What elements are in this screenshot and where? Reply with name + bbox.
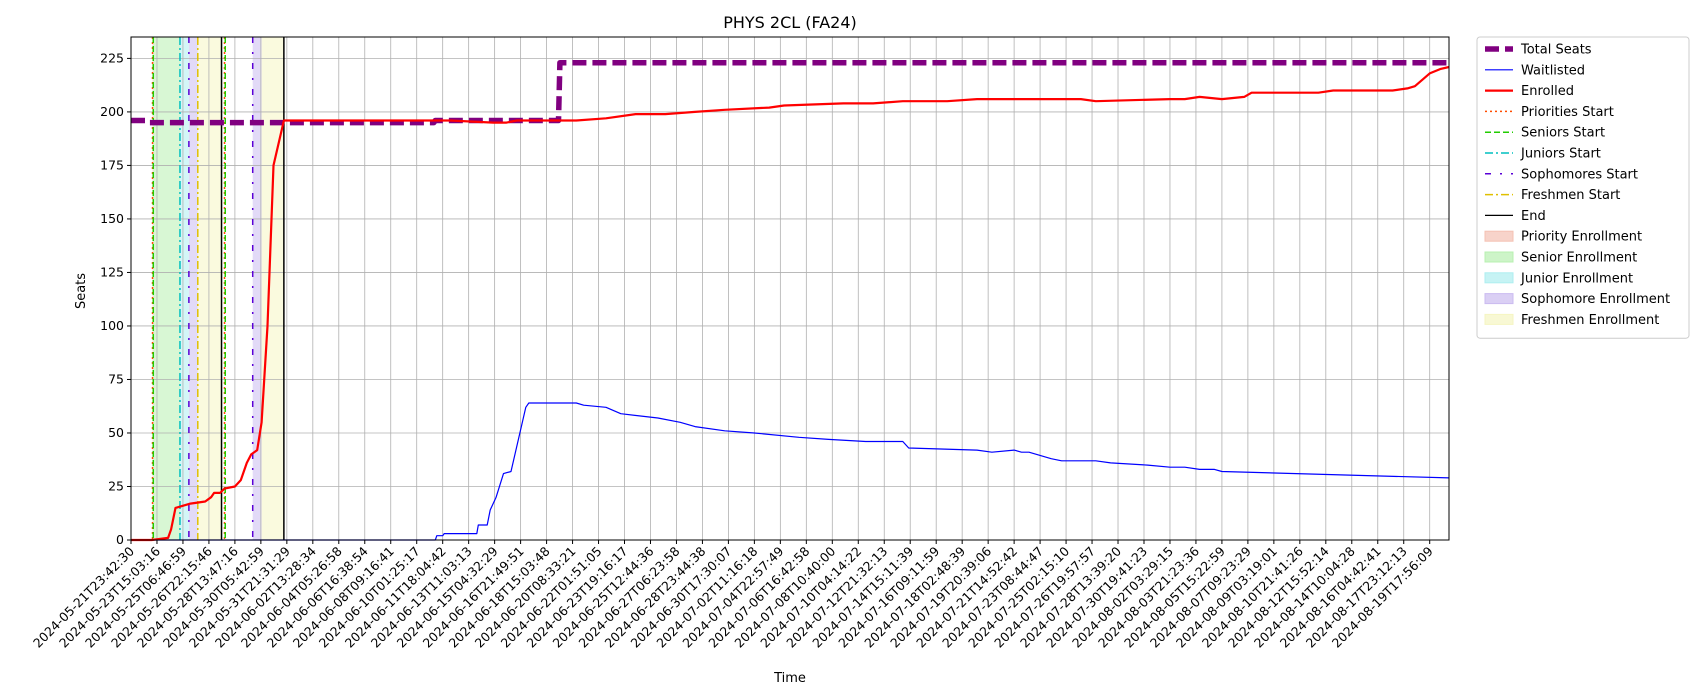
y-tick-label: 75 — [108, 371, 124, 386]
x-axis-ticks: 2024-05-21T23:42:302024-05-23T15:03:1620… — [30, 540, 1436, 651]
legend-label: Seniors Start — [1521, 126, 1605, 141]
y-axis-ticks: 0 25 50 75 100 125 150 175 200 225 — [100, 50, 131, 547]
span-sophomore-enrollment-3 — [188, 37, 198, 540]
span-freshmen-enrollment-6 — [261, 37, 284, 540]
y-axis-label: Seats — [74, 273, 89, 309]
legend-item: Junior Enrollment — [1484, 271, 1633, 286]
legend-item: Freshmen Start — [1485, 188, 1620, 203]
legend-label: Priority Enrollment — [1521, 230, 1642, 245]
legend-item: Priorities Start — [1485, 105, 1614, 120]
y-tick-label: 100 — [100, 318, 124, 333]
legend-label: Freshmen Start — [1521, 188, 1620, 203]
legend-item: Freshmen Enrollment — [1484, 313, 1659, 328]
legend-label: Priorities Start — [1521, 105, 1614, 120]
legend-swatch — [1484, 230, 1514, 242]
legend-swatch — [1484, 272, 1514, 284]
y-tick-label: 125 — [100, 264, 124, 279]
y-tick-label: 225 — [100, 50, 124, 65]
plot-frame — [130, 36, 1450, 541]
enrollment-spans — [152, 37, 284, 540]
chart-title: PHYS 2CL (FA24) — [723, 13, 857, 32]
legend-item: Senior Enrollment — [1484, 251, 1637, 266]
y-tick-label: 150 — [100, 211, 124, 226]
legend-label: Juniors Start — [1520, 147, 1601, 162]
legend-item: Sophomore Enrollment — [1484, 292, 1670, 307]
legend-box — [1476, 36, 1690, 339]
legend-swatch — [1484, 251, 1514, 263]
legend-label: Freshmen Enrollment — [1521, 313, 1659, 328]
legend-item: Total Seats — [1485, 43, 1592, 58]
legend-item: Sophomores Start — [1485, 167, 1638, 182]
legend-item: Waitlisted — [1485, 63, 1585, 78]
legend-item: End — [1485, 209, 1546, 224]
series-enrolled — [131, 65, 1450, 542]
legend-label: Enrolled — [1521, 84, 1574, 99]
series-lines — [131, 59, 1450, 542]
legend-label: Sophomore Enrollment — [1521, 292, 1670, 307]
y-tick-label: 50 — [108, 425, 124, 440]
y-tick-label: 0 — [116, 532, 124, 547]
legend-label: Total Seats — [1520, 43, 1592, 58]
span-freshmen-enrollment-4 — [197, 37, 222, 540]
legend-item: Priority Enrollment — [1484, 230, 1642, 245]
legend-item: Seniors Start — [1485, 126, 1605, 141]
legend-label: Sophomores Start — [1521, 167, 1638, 182]
grid — [130, 37, 1449, 541]
y-tick-label: 200 — [100, 104, 124, 119]
span-junior-enrollment-2 — [179, 37, 189, 540]
legend-label: Senior Enrollment — [1521, 251, 1637, 266]
y-tick-label: 25 — [108, 478, 124, 493]
legend-label: Junior Enrollment — [1520, 271, 1633, 286]
legend-label: Waitlisted — [1521, 63, 1585, 78]
legend-swatch — [1484, 313, 1514, 325]
x-axis-label: Time — [773, 671, 806, 686]
legend: Total Seats Waitlisted Enrolled Priorities … — [1476, 36, 1690, 339]
y-tick-label: 175 — [100, 157, 124, 172]
span-sophomore-enrollment-5 — [252, 37, 262, 540]
legend-item: Enrolled — [1485, 84, 1574, 99]
legend-label: End — [1521, 209, 1546, 224]
legend-swatch — [1484, 293, 1514, 305]
series-waitlisted — [131, 402, 1450, 541]
legend-item: Juniors Start — [1485, 147, 1601, 162]
